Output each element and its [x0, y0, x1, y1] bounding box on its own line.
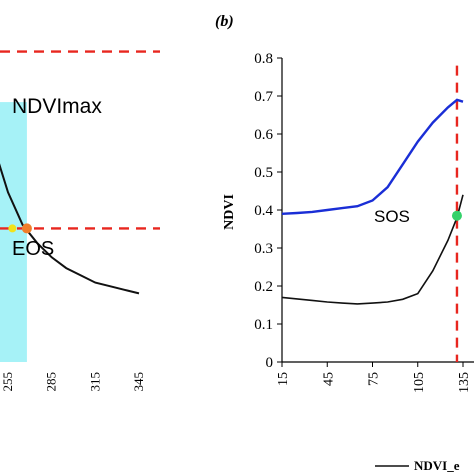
y-tick-label: 0.5: [254, 165, 273, 181]
y-tick-label: 0.3: [254, 241, 273, 257]
x-tick-label: 15: [276, 372, 291, 386]
eos-marker: [21, 223, 32, 234]
yellow-marker: [8, 224, 17, 233]
left-x-tick-labels: 255 285 315 345: [0, 372, 146, 392]
ndvi-e-curve: [281, 194, 464, 305]
y-tick-label: 0.1: [254, 317, 273, 333]
x-tick-label: 45: [321, 372, 336, 386]
left-panel: NDVImax EOS 255 285 315 345: [0, 50, 160, 392]
left-x-tick-label: 345: [131, 372, 146, 392]
panel-b: (b) NDVI 0 0.1 0.2 0.3 0.4 0.5 0.6 0.7 0.8 15 45 7…: [215, 13, 474, 393]
y-axis-ticks: 0 0.1 0.2 0.3 0.4 0.5 0.6 0.7 0.8: [254, 51, 282, 371]
panel-b-label: (b): [215, 13, 234, 30]
eos-label: EOS: [12, 238, 54, 260]
legend: NDVI_e: [375, 458, 460, 473]
y-tick-label: 0.8: [254, 51, 273, 67]
left-x-tick-label: 315: [87, 372, 102, 392]
left-x-tick-label: 285: [44, 372, 59, 392]
x-tick-label: 135: [457, 372, 472, 393]
y-axis-label: NDVI: [222, 194, 237, 230]
blue-ndvi-curve: [281, 98, 464, 215]
y-tick-label: 0.6: [254, 127, 273, 143]
sos-marker: [451, 210, 462, 221]
y-tick-label: 0: [266, 355, 274, 371]
y-tick-label: 0.4: [254, 203, 273, 219]
x-tick-label: 75: [367, 372, 382, 386]
left-ndvi-curve: [0, 163, 140, 295]
left-x-tick-label: 255: [0, 372, 15, 392]
legend-label: NDVI_e: [414, 458, 460, 473]
x-axis-ticks: 15 45 75 105 135: [276, 362, 472, 393]
x-tick-label: 105: [412, 372, 427, 393]
ndvimax-label: NDVImax: [12, 95, 102, 118]
sos-label: SOS: [374, 207, 410, 226]
y-tick-label: 0.2: [254, 279, 273, 295]
y-tick-label: 0.7: [254, 89, 273, 105]
